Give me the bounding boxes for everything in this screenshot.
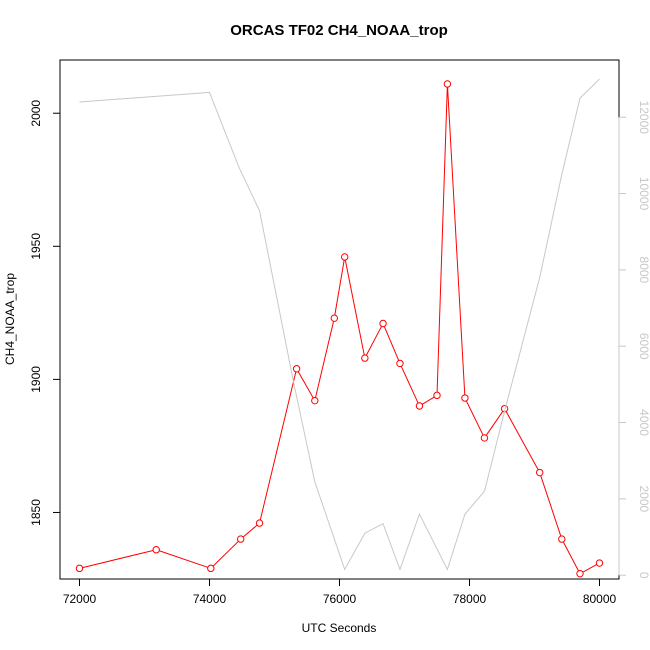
series-1-point [361, 354, 369, 362]
series-1-point [292, 365, 301, 373]
series-1-segment [540, 475, 562, 537]
y-tick-label: 1950 [29, 233, 43, 260]
series-1-segment [447, 87, 466, 395]
y-tick-label: 2000 [29, 100, 43, 127]
series-1-point [311, 396, 319, 405]
series-1-point [341, 253, 349, 261]
series-1-point [75, 564, 84, 573]
series-1-point [152, 546, 160, 554]
y2-tick-label: 8000 [637, 257, 650, 284]
y2-tick-label: 0 [637, 572, 650, 579]
x-axis: 72000 74000 76000 78000 80000 [63, 578, 617, 606]
series-1-segment [400, 366, 419, 404]
series-1-point [461, 394, 469, 402]
y2-axis: 0 2000 4000 6000 8000 10000 12000 [618, 101, 650, 579]
series-1-point [443, 80, 452, 88]
x-tick-label: 72000 [63, 592, 97, 606]
x-axis-label: UTC Seconds [302, 621, 377, 635]
series-1-segment [436, 87, 448, 393]
x-tick-label: 74000 [193, 592, 227, 606]
series-1-point [379, 319, 387, 328]
series-1-segment [562, 541, 579, 572]
series-1-segment [344, 259, 365, 356]
y2-tick-label: 2000 [637, 486, 650, 513]
series-1-segment [315, 321, 335, 398]
y-axis: 1850 1900 1950 2000 [29, 100, 61, 526]
series-2-line [79, 78, 600, 571]
series-1-segment [297, 371, 314, 399]
series-1-segment [465, 400, 484, 436]
plot-frame [59, 59, 620, 580]
y2-tick-label: 12000 [637, 101, 650, 135]
series-1-segment [259, 371, 297, 521]
series-1-segment [485, 411, 504, 436]
x-tick-label: 76000 [323, 592, 357, 606]
series-1-segment [242, 524, 258, 538]
series-1-point [330, 314, 338, 322]
series-1-segment [365, 326, 383, 356]
series-1-segment [334, 260, 345, 316]
y-tick-label: 1850 [29, 499, 43, 526]
y-axis-label: CH4_NOAA_trop [3, 273, 17, 365]
series-1-segment [505, 411, 539, 470]
series-1-point [536, 468, 544, 477]
series-1-segment [383, 326, 400, 361]
series-1-point [480, 434, 489, 442]
y2-tick-label: 6000 [637, 333, 650, 360]
series-1-point [433, 391, 441, 400]
y2-tick-label: 4000 [637, 409, 650, 436]
series-1-point [558, 535, 566, 543]
x-tick-label: 78000 [453, 592, 487, 606]
series-1-point [595, 559, 604, 567]
series-1-segment [82, 549, 154, 569]
series-layer [75, 78, 604, 578]
series-1-point [396, 359, 404, 368]
series-1-segment [421, 396, 435, 405]
y2-tick-label: 10000 [637, 177, 650, 211]
series-1-point [576, 569, 584, 578]
chart-title: ORCAS TF02 CH4_NOAA_trop [230, 22, 448, 39]
series-1-segment [212, 540, 239, 567]
series-1-point [237, 535, 245, 543]
series-1-point [255, 519, 264, 527]
series-1-point [207, 564, 215, 573]
y-tick-label: 1900 [29, 366, 43, 393]
series-1-point [415, 402, 424, 410]
x-tick-label: 80000 [583, 592, 617, 606]
series-1-segment [582, 564, 597, 573]
series-1-segment [159, 550, 208, 568]
